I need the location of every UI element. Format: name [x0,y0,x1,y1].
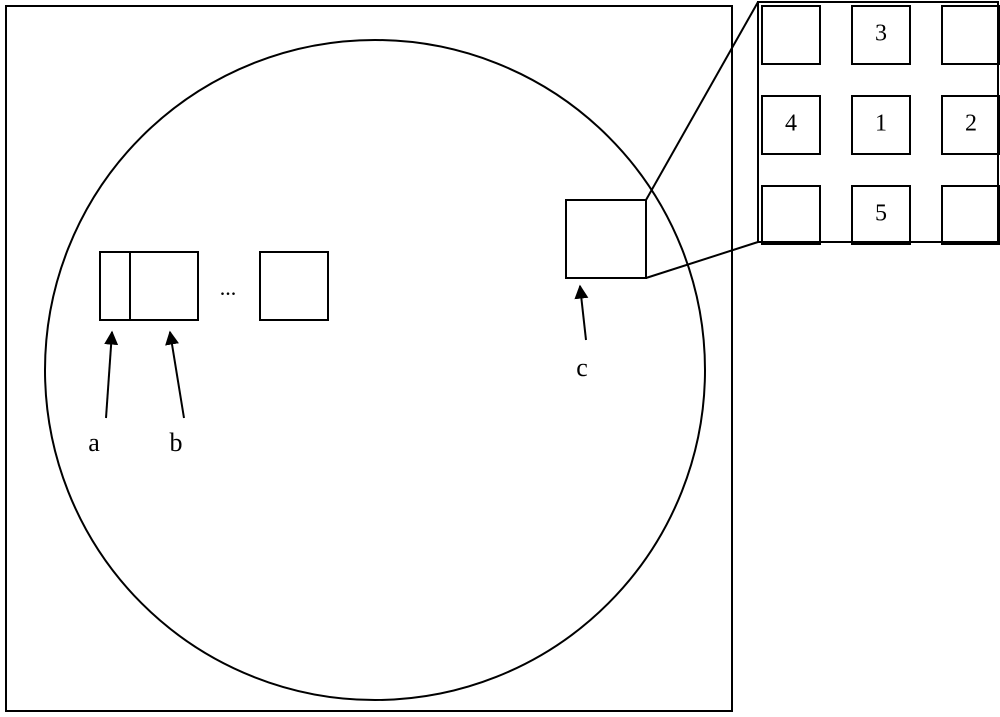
label-c: c [576,353,588,382]
arrow-a [106,332,112,418]
lead-line-top [646,2,758,200]
arrow-b [170,332,184,418]
inset-cell-r2c2 [942,186,1000,244]
box-b [130,252,198,320]
inset-cell-r0c0 [762,6,820,64]
inset-cell-r0c2 [942,6,1000,64]
inset-num-4: 4 [785,111,797,137]
box-c [566,200,646,278]
outer-frame [6,6,732,711]
ellipsis: ... [220,275,237,300]
wafer-circle [45,40,705,700]
lead-line-bottom [646,242,758,278]
inset-num-3: 3 [875,21,887,47]
label-a: a [88,428,100,457]
arrow-c [580,286,586,340]
inset-num-5: 5 [875,201,887,227]
inset-num-2: 2 [965,111,977,137]
box-a [100,252,130,320]
inset-cell-r2c0 [762,186,820,244]
box-gap [260,252,328,320]
inset-num-1: 1 [875,111,887,137]
label-b: b [170,428,183,457]
